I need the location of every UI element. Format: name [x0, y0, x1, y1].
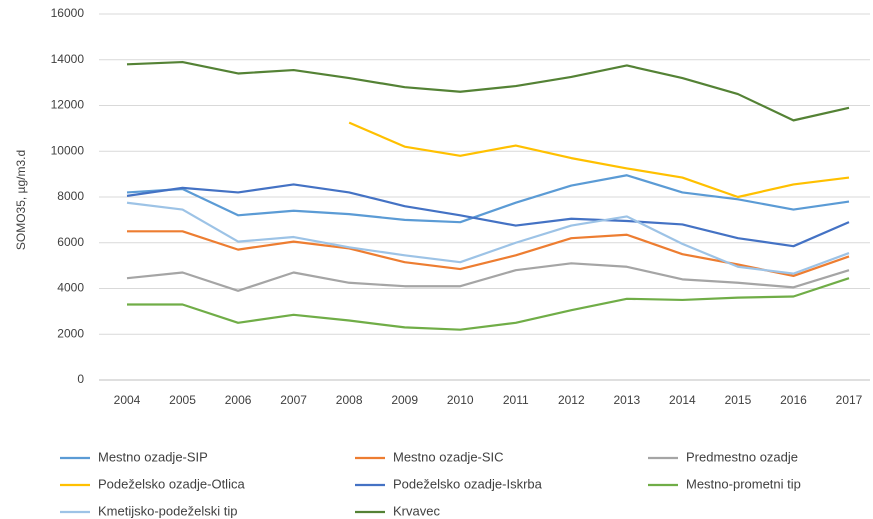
series-line	[126, 262, 850, 292]
legend-label: Mestno-prometni tip	[686, 476, 801, 491]
y-tick-label: 0	[77, 372, 84, 386]
legend-label: Mestno ozadje-SIC	[393, 449, 504, 464]
y-tick-label: 10000	[51, 143, 85, 157]
x-tick-label: 2007	[280, 393, 307, 407]
y-tick-label: 14000	[51, 52, 85, 66]
x-tick-label: 2009	[391, 393, 418, 407]
x-tick-label: 2012	[558, 393, 585, 407]
y-tick-label: 16000	[51, 6, 85, 20]
y-tick-label: 4000	[57, 281, 84, 295]
x-tick-label: 2006	[225, 393, 252, 407]
x-tick-label: 2005	[169, 393, 196, 407]
y-tick-label: 6000	[57, 235, 84, 249]
x-tick-label: 2011	[503, 393, 529, 407]
x-tick-label: 2010	[447, 393, 474, 407]
legend-label: Predmestno ozadje	[686, 449, 798, 464]
series-line	[348, 121, 850, 199]
y-tick-label: 12000	[51, 98, 85, 112]
legend-label: Podeželsko ozadje-Iskrba	[393, 476, 543, 491]
y-tick-label: 8000	[57, 189, 84, 203]
series-line	[126, 60, 850, 122]
series-line	[126, 201, 850, 275]
x-tick-label: 2015	[725, 393, 752, 407]
legend-label: Podeželsko ozadje-Otlica	[98, 476, 245, 491]
x-tick-label: 2004	[114, 393, 141, 407]
series-line	[126, 183, 850, 248]
y-axis-label: SOMO35, µg/m3.d	[14, 150, 28, 250]
x-tick-label: 2008	[336, 393, 363, 407]
x-tick-label: 2016	[780, 393, 807, 407]
x-tick-label: 2014	[669, 393, 696, 407]
legend-label: Krvavec	[393, 503, 440, 518]
legend-label: Mestno ozadje-SIP	[98, 449, 208, 464]
series-line	[127, 277, 850, 331]
x-tick-label: 2013	[613, 393, 640, 407]
legend-label: Kmetijsko-podeželski tip	[98, 503, 237, 518]
x-tick-label: 2017	[836, 393, 863, 407]
series-line	[126, 174, 850, 224]
legend: Mestno ozadje-SIP Mestno ozadje-SIC Predme…	[60, 449, 801, 518]
y-tick-label: 2000	[57, 326, 84, 340]
